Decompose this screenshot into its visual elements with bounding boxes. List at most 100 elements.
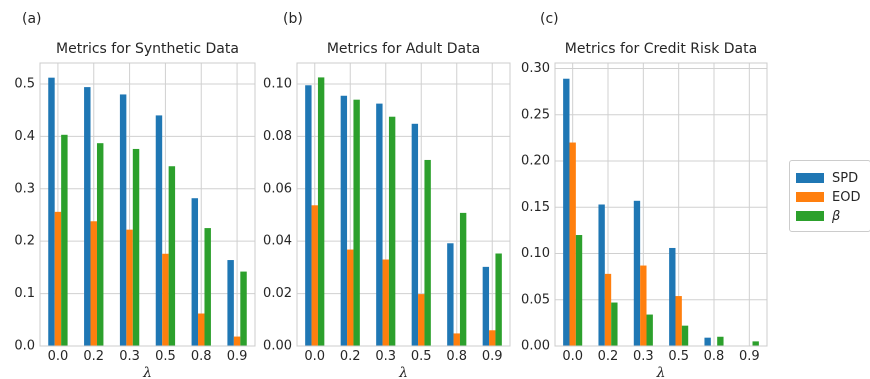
bar-eod xyxy=(347,249,354,346)
bar-spd xyxy=(482,266,490,346)
x-tick-label: 0.5 xyxy=(155,349,176,364)
y-tick-label: 0.25 xyxy=(521,107,550,122)
y-tick-label: 0.5 xyxy=(14,76,35,91)
bar-eod xyxy=(604,273,612,346)
y-tick-label: 0.4 xyxy=(14,129,35,144)
plot-frame xyxy=(39,62,256,347)
panel-label: (a) xyxy=(22,11,42,27)
bar-spd xyxy=(598,204,605,346)
panel-label: (c) xyxy=(540,11,559,27)
bar-spd xyxy=(227,260,234,346)
bar-beta xyxy=(495,253,502,346)
bar-eod xyxy=(382,259,389,346)
x-tick-label: 0.2 xyxy=(340,349,361,364)
bar-beta xyxy=(681,325,689,346)
x-axis-label: λ xyxy=(142,365,152,379)
y-tick-label: 0.04 xyxy=(263,234,292,249)
bar-beta xyxy=(317,77,325,346)
x-tick-label: 0.9 xyxy=(739,349,760,364)
bar-spd xyxy=(376,103,383,346)
bar-eod xyxy=(198,313,205,346)
bar-beta xyxy=(611,302,618,346)
legend-swatch-beta xyxy=(796,211,824,221)
bar-beta xyxy=(204,228,211,346)
x-tick-label: 0.8 xyxy=(191,349,212,364)
bar-beta xyxy=(459,212,467,346)
bar-eod xyxy=(162,253,169,346)
y-tick-label: 0.30 xyxy=(521,61,550,76)
legend-label-beta: β xyxy=(832,208,841,224)
bar-eod xyxy=(233,336,241,346)
bar-eod xyxy=(569,142,576,346)
plot-frame xyxy=(554,62,768,347)
chart-title: Metrics for Adult Data xyxy=(327,41,480,57)
y-tick-label: 0.05 xyxy=(521,292,550,307)
bar-spd xyxy=(119,94,127,346)
bar-spd xyxy=(633,200,641,346)
x-tick-label: 0.9 xyxy=(482,349,503,364)
bar-eod xyxy=(311,205,318,346)
x-axis-label: λ xyxy=(398,365,408,379)
bar-spd xyxy=(305,85,312,347)
y-tick-label: 0.10 xyxy=(521,246,550,261)
bar-spd xyxy=(704,337,711,346)
bar-beta xyxy=(646,314,653,346)
bar-eod xyxy=(90,221,97,346)
bar-beta xyxy=(575,235,583,346)
x-tick-label: 0.8 xyxy=(446,349,467,364)
y-tick-label: 0.20 xyxy=(521,154,550,169)
x-tick-label: 0.2 xyxy=(598,349,619,364)
bar-beta xyxy=(752,341,759,346)
x-tick-label: 0.5 xyxy=(411,349,432,364)
bar-spd xyxy=(48,77,55,346)
bar-eod xyxy=(675,296,682,346)
bar-spd xyxy=(155,115,163,346)
y-tick-label: 0.15 xyxy=(521,200,550,215)
chart-title: Metrics for Credit Risk Data xyxy=(565,41,757,57)
bar-eod xyxy=(54,211,62,346)
x-axis-label: λ xyxy=(656,365,666,379)
legend-label-eod: EOD xyxy=(832,189,861,205)
panel-label: (b) xyxy=(283,11,303,27)
x-tick-label: 0.0 xyxy=(48,349,69,364)
legend-item-spd: SPD xyxy=(796,169,858,187)
bar-eod xyxy=(126,229,133,346)
x-tick-label: 0.2 xyxy=(83,349,104,364)
legend-swatch-eod xyxy=(796,192,824,202)
x-tick-label: 0.3 xyxy=(119,349,140,364)
y-tick-label: 0.2 xyxy=(14,234,35,249)
bar-eod xyxy=(418,294,425,346)
y-tick-label: 0.1 xyxy=(14,286,35,301)
x-tick-label: 0.3 xyxy=(375,349,396,364)
x-tick-label: 0.0 xyxy=(304,349,325,364)
bar-spd xyxy=(191,198,199,346)
legend: SPD EOD β xyxy=(789,160,870,232)
bar-spd xyxy=(84,87,91,346)
y-tick-label: 0.0 xyxy=(14,339,35,354)
legend-swatch-spd xyxy=(796,173,824,183)
x-tick-label: 0.8 xyxy=(704,349,725,364)
bar-eod xyxy=(640,265,647,346)
bar-beta xyxy=(388,116,396,346)
y-tick-label: 0.10 xyxy=(263,76,292,91)
x-tick-label: 0.0 xyxy=(562,349,583,364)
y-tick-label: 0.00 xyxy=(521,339,550,354)
plot-frame xyxy=(296,62,511,347)
bar-beta xyxy=(717,336,724,346)
bar-beta xyxy=(353,99,360,347)
bar-spd xyxy=(340,95,348,346)
legend-item-eod: EOD xyxy=(796,188,860,206)
bar-eod xyxy=(489,330,496,346)
bar-beta xyxy=(132,148,140,346)
y-tick-label: 0.06 xyxy=(263,181,292,196)
bar-spd xyxy=(563,78,570,346)
legend-item-beta: β xyxy=(796,207,840,225)
bar-beta xyxy=(424,159,431,346)
x-tick-label: 0.9 xyxy=(227,349,248,364)
bar-spd xyxy=(411,123,419,346)
x-tick-label: 0.5 xyxy=(668,349,689,364)
x-tick-label: 0.3 xyxy=(633,349,654,364)
y-tick-label: 0.08 xyxy=(263,129,292,144)
y-tick-label: 0.02 xyxy=(263,286,292,301)
